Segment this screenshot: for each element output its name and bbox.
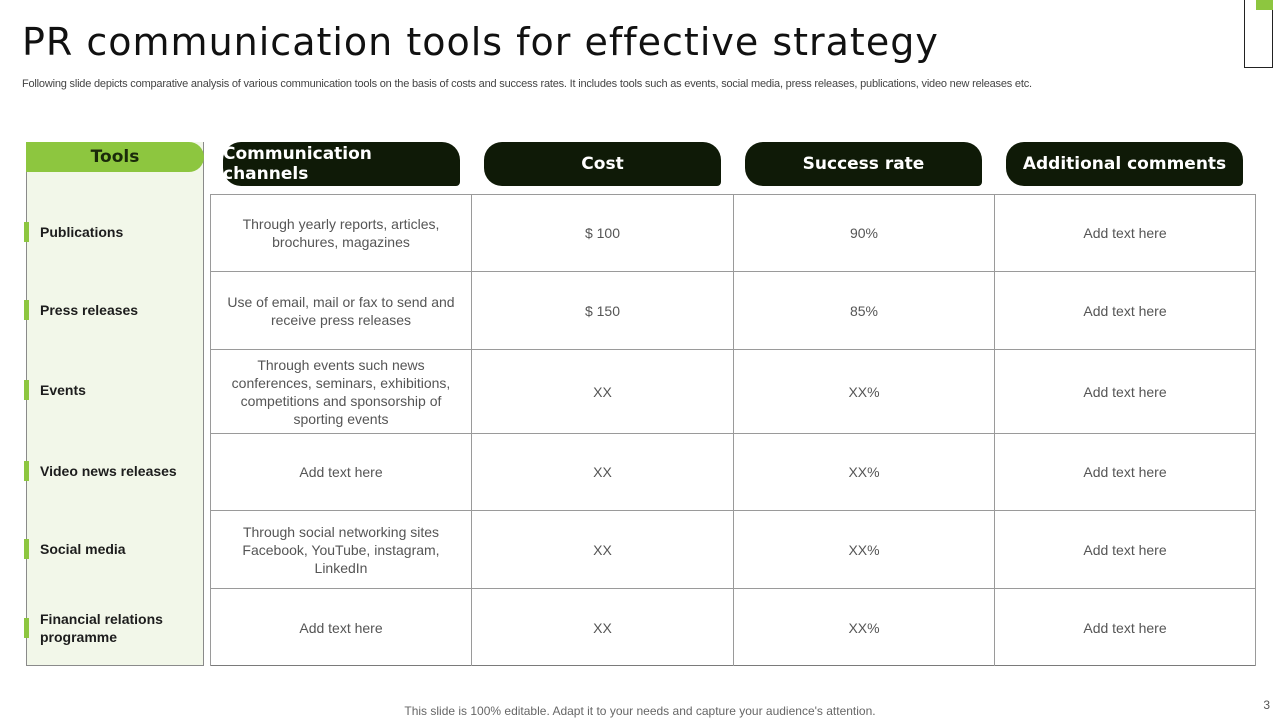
table-divider bbox=[210, 194, 211, 666]
tool-marker bbox=[24, 300, 29, 320]
table-cell-comment: Add text here bbox=[1083, 225, 1167, 241]
table-cell-comment: Add text here bbox=[1083, 541, 1167, 558]
tool-label: Publications bbox=[40, 224, 124, 240]
table-cell-channel: Add text here bbox=[299, 464, 383, 480]
tool-marker bbox=[24, 618, 29, 638]
table-divider bbox=[994, 194, 995, 666]
table-cell-cost: XX bbox=[593, 464, 612, 480]
table-cell-comment: Add text here bbox=[1083, 383, 1167, 400]
table-divider bbox=[1255, 194, 1256, 666]
tool-marker bbox=[24, 539, 29, 559]
column-header-comments: Additional comments bbox=[1006, 142, 1243, 186]
tool-label: Events bbox=[40, 382, 86, 398]
table-cell-channel: Use of email, mail or fax to send and re… bbox=[227, 293, 455, 328]
table-divider bbox=[471, 194, 472, 666]
tool-item-press-releases: Press releases bbox=[24, 300, 204, 320]
table-cell-cost: $ 100 bbox=[584, 225, 621, 241]
table-cell-comment: Add text here bbox=[1083, 464, 1167, 480]
table-divider bbox=[210, 349, 1256, 350]
table-divider bbox=[210, 433, 1256, 434]
table-divider bbox=[210, 588, 1256, 589]
page-number: 3 bbox=[1263, 698, 1270, 712]
table-divider bbox=[210, 510, 1256, 511]
column-header-channels: Communication channels bbox=[223, 142, 460, 186]
tool-item-publications: Publications bbox=[24, 222, 204, 242]
page-subtitle: Following slide depicts comparative anal… bbox=[22, 78, 1032, 90]
table-cell-channel: Through social networking sites Facebook… bbox=[242, 523, 440, 576]
tool-marker bbox=[24, 461, 29, 481]
tool-item-social-media: Social media bbox=[24, 539, 204, 559]
corner-decoration bbox=[1244, 0, 1273, 68]
table-cell-success: 85% bbox=[849, 302, 879, 319]
corner-accent bbox=[1256, 0, 1273, 10]
tool-label: Video news releases bbox=[40, 463, 177, 479]
table-cell-success: XX% bbox=[848, 541, 880, 558]
table-cell-success: XX% bbox=[848, 464, 880, 480]
table-cell-channel: Through yearly reports, articles, brochu… bbox=[242, 216, 440, 250]
table-divider bbox=[733, 194, 734, 666]
footer-note: This slide is 100% editable. Adapt it to… bbox=[404, 704, 876, 718]
table-cell-comment: Add text here bbox=[1083, 302, 1167, 319]
tool-item-events: Events bbox=[24, 380, 204, 400]
table-cell-channel: Add text here bbox=[299, 619, 383, 636]
table-cell-success: XX% bbox=[848, 383, 880, 400]
tools-panel bbox=[26, 142, 204, 666]
tool-item-financial-relations: Financial relations programme bbox=[24, 610, 204, 646]
tool-marker bbox=[24, 222, 29, 242]
table-cell-cost: XX bbox=[593, 541, 612, 558]
table-cell-channel: Through events such news conferences, se… bbox=[231, 356, 451, 427]
tool-item-video-news-releases: Video news releases bbox=[24, 461, 204, 481]
column-header-success-rate: Success rate bbox=[745, 142, 982, 186]
table-cell-cost: XX bbox=[593, 383, 612, 400]
tool-label: Press releases bbox=[40, 302, 139, 318]
tool-label: Social media bbox=[40, 541, 126, 557]
tools-header: Tools bbox=[26, 142, 204, 172]
table-divider bbox=[210, 271, 1256, 272]
table-cell-success: XX% bbox=[848, 619, 880, 636]
table-cell-cost: $ 150 bbox=[584, 302, 621, 319]
tool-marker bbox=[24, 380, 29, 400]
column-header-cost: Cost bbox=[484, 142, 721, 186]
tool-label: Financial relations programme bbox=[40, 611, 163, 645]
table-cell-comment: Add text here bbox=[1083, 619, 1167, 636]
table-cell-success: 90% bbox=[849, 225, 879, 241]
table-cell-cost: XX bbox=[593, 619, 612, 636]
page-title: PR communication tools for effective str… bbox=[22, 20, 939, 64]
